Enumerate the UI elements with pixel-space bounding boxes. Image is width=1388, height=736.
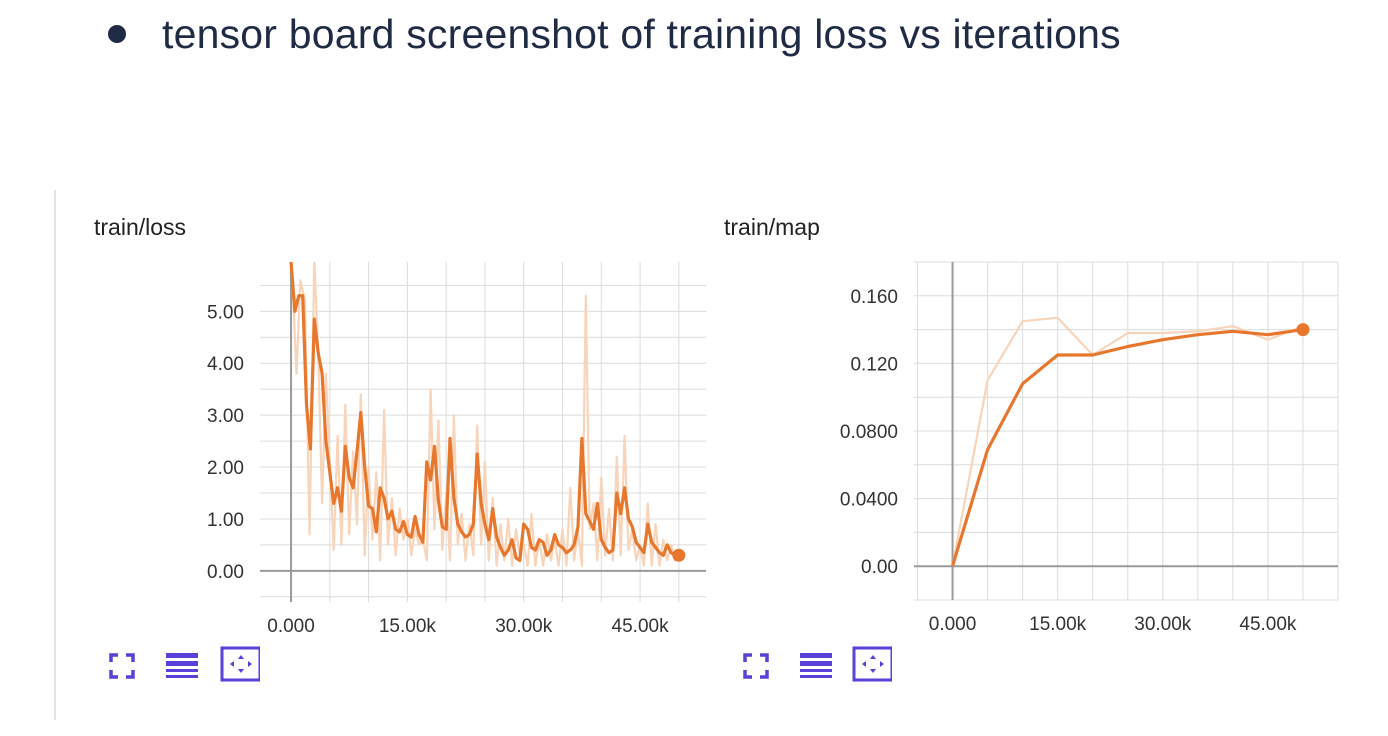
card-divider bbox=[54, 190, 56, 720]
expand-icon bbox=[109, 653, 135, 679]
list-icon bbox=[800, 653, 832, 678]
fit-domain-icon bbox=[220, 646, 260, 682]
fit-domain-icon bbox=[852, 646, 892, 682]
y-tick-label: 5.00 bbox=[207, 302, 244, 323]
y-tick-label: 0.00 bbox=[861, 557, 898, 578]
map-chart[interactable]: 0.000 15.00k 30.00k 45.00k 0.00 0.0400 0.0800 0… bbox=[840, 261, 1339, 635]
map-expand-button[interactable] bbox=[736, 648, 776, 684]
list-icon bbox=[166, 653, 198, 678]
map-panel-title: train/map bbox=[724, 214, 820, 240]
y-tick-label: 0.120 bbox=[850, 354, 898, 375]
y-tick-label: 0.00 bbox=[207, 562, 244, 583]
smoothed-series-line bbox=[950, 328, 1304, 567]
y-tick-label: 0.0800 bbox=[840, 422, 898, 443]
loss-panel-title: train/loss bbox=[94, 214, 187, 240]
raw-series-line bbox=[951, 316, 1304, 567]
x-tick-label: 15.00k bbox=[379, 616, 437, 637]
y-tick-label: 1.00 bbox=[207, 510, 244, 531]
x-tick-label: 30.00k bbox=[495, 616, 553, 637]
x-tick-label: 30.00k bbox=[1134, 614, 1192, 635]
y-tick-label: 2.00 bbox=[207, 458, 244, 479]
y-tick-label: 0.0400 bbox=[840, 490, 898, 511]
map-data-list-button[interactable] bbox=[796, 648, 836, 684]
y-tick-label: 0.160 bbox=[850, 287, 898, 308]
x-tick-label: 15.00k bbox=[1029, 614, 1087, 635]
x-tick-label: 45.00k bbox=[612, 616, 670, 637]
loss-data-list-button[interactable] bbox=[162, 648, 202, 684]
last-point-marker bbox=[672, 548, 686, 562]
loss-fit-domain-button[interactable] bbox=[220, 646, 260, 682]
y-tick-label: 4.00 bbox=[207, 354, 244, 375]
x-tick-label: 0.000 bbox=[267, 616, 315, 637]
smoothed-series-line bbox=[289, 262, 679, 563]
x-tick-label: 0.000 bbox=[929, 614, 977, 635]
expand-icon bbox=[743, 653, 769, 679]
bullet-dot-icon bbox=[108, 25, 126, 43]
x-tick-label: 45.00k bbox=[1239, 614, 1297, 635]
bullet-text: tensor board screenshot of training loss… bbox=[162, 10, 1121, 57]
slide-bullet: tensor board screenshot of training loss… bbox=[108, 8, 1121, 60]
loss-expand-button[interactable] bbox=[102, 648, 142, 684]
y-tick-label: 3.00 bbox=[207, 406, 244, 427]
map-fit-domain-button[interactable] bbox=[852, 646, 892, 682]
last-point-marker bbox=[1296, 323, 1310, 337]
loss-chart[interactable]: 0.000 15.00k 30.00k 45.00k 0.00 1.00 2.00 3.00 4… bbox=[207, 249, 706, 637]
